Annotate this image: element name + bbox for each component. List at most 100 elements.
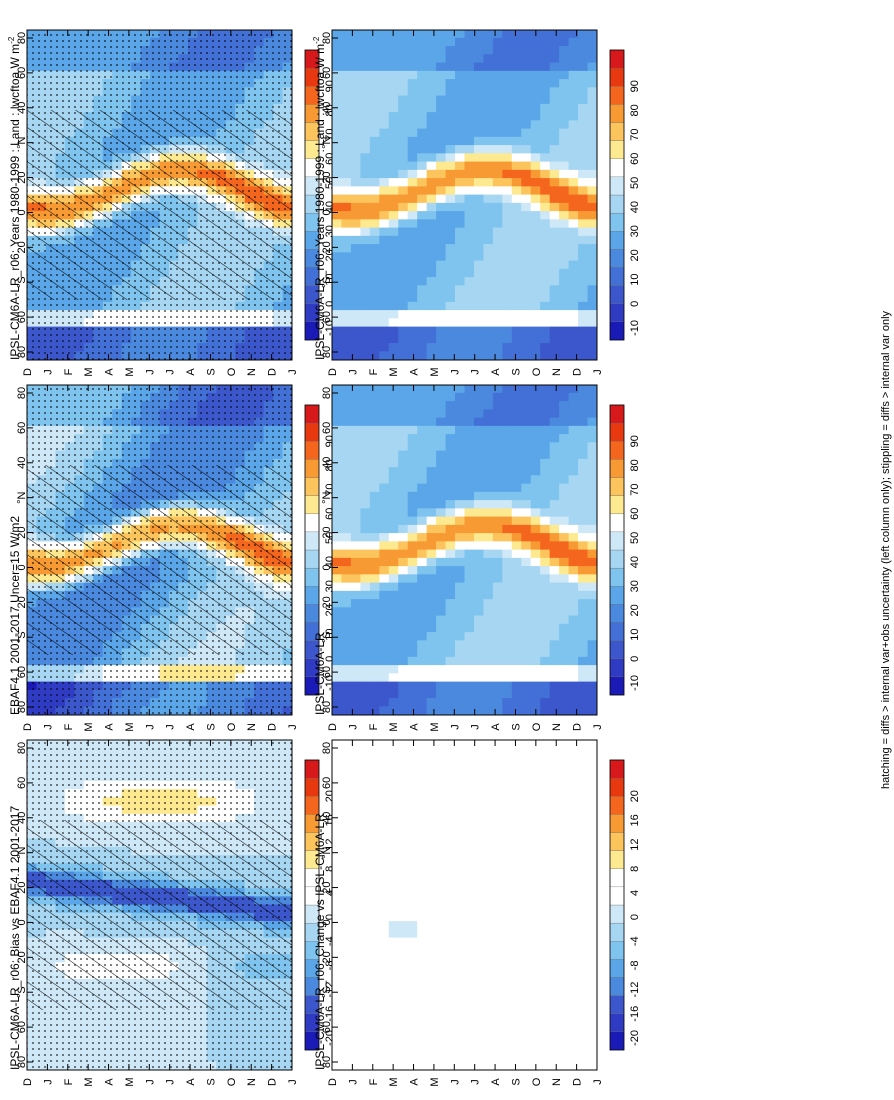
heatmap-cell <box>464 450 475 460</box>
heatmap-cell <box>502 318 513 327</box>
heatmap-cell <box>568 70 579 80</box>
heatmap-cell <box>540 87 551 96</box>
heatmap-cell <box>464 549 475 559</box>
heatmap-cell <box>587 590 598 600</box>
heatmap-cell <box>473 310 484 319</box>
heatmap-cell <box>360 698 371 707</box>
colorbar-swatch <box>609 176 625 196</box>
heatmap-cell <box>360 169 371 179</box>
heatmap-cell <box>436 648 446 658</box>
month-label: M <box>83 367 95 376</box>
heatmap-cell <box>398 54 409 63</box>
heatmap-cell <box>549 458 560 468</box>
heatmap-cell <box>388 54 399 63</box>
heatmap-cell <box>521 293 532 303</box>
heatmap-cell <box>426 293 437 303</box>
heatmap-cell <box>549 128 560 138</box>
heatmap-cell <box>559 301 570 311</box>
heatmap-cell <box>549 615 560 625</box>
heatmap-cell <box>464 62 475 72</box>
heatmap-cell <box>360 161 371 171</box>
heatmap-cell <box>417 186 428 195</box>
heatmap-cell <box>502 656 513 666</box>
heatmap-cell <box>502 541 513 550</box>
heatmap-cell <box>407 566 418 575</box>
heatmap-cell <box>369 343 380 352</box>
heatmap-cell <box>398 607 409 616</box>
heatmap-cell <box>511 607 522 616</box>
heatmap-cell <box>473 128 484 138</box>
heatmap-cell <box>398 87 409 96</box>
heatmap-cell <box>502 706 513 715</box>
heatmap-cell <box>568 623 579 633</box>
heatmap-cell <box>332 186 342 195</box>
heatmap-cell <box>511 227 522 237</box>
heatmap-cell <box>369 648 380 658</box>
heatmap-cell <box>549 549 560 559</box>
heatmap-cell <box>426 70 437 80</box>
heatmap-cell <box>455 475 465 484</box>
heatmap-cell <box>388 252 399 261</box>
heatmap-cell <box>407 318 418 327</box>
heatmap-cell <box>511 401 522 410</box>
heatmap-cell <box>464 301 475 311</box>
heatmap-cell <box>388 409 399 418</box>
heatmap-cell <box>350 409 361 418</box>
heatmap-cell <box>540 409 551 418</box>
heatmap-cell <box>360 37 371 47</box>
heatmap-cell <box>398 475 409 484</box>
heatmap-cell <box>426 689 437 699</box>
heatmap-cell <box>417 103 428 113</box>
heatmap-cell <box>473 491 484 501</box>
heatmap-cell <box>436 632 446 641</box>
heatmap-cell <box>530 169 541 179</box>
month-label: J <box>42 724 54 730</box>
heatmap-cell <box>483 87 494 96</box>
heatmap-cell <box>473 681 484 691</box>
heatmap-cell <box>559 293 570 303</box>
heatmap-cell <box>398 161 409 171</box>
heatmap-cell <box>492 46 503 55</box>
heatmap-cell <box>341 541 352 550</box>
heatmap-cell <box>521 326 532 336</box>
heatmap-cell <box>398 252 409 261</box>
heatmap-cell <box>587 120 598 129</box>
heatmap-cell <box>369 145 380 154</box>
heatmap-cell <box>483 293 494 303</box>
heatmap-cell <box>511 615 522 625</box>
heatmap-cell <box>530 425 541 435</box>
heatmap-cell <box>521 95 532 105</box>
heatmap-cell <box>332 409 342 418</box>
heatmap-cell <box>568 615 579 625</box>
heatmap-cell <box>398 491 409 501</box>
heatmap-cell <box>379 145 390 154</box>
latitude-label: 20 <box>321 171 333 183</box>
heatmap-cell <box>568 549 579 559</box>
heatmap-cell <box>350 343 361 352</box>
heatmap-cell <box>379 29 390 39</box>
heatmap-cell <box>426 665 437 674</box>
heatmap-cell <box>455 590 465 600</box>
heatmap-cell <box>436 318 446 327</box>
heatmap-cell <box>398 483 409 493</box>
heatmap-cell <box>350 178 361 187</box>
heatmap-cell <box>473 508 484 517</box>
heatmap-cell <box>464 227 475 237</box>
heatmap-cell <box>549 285 560 294</box>
heatmap-cell <box>559 112 570 121</box>
title-superscript: -2 <box>312 36 321 44</box>
heatmap-cell <box>483 285 494 294</box>
heatmap-cell <box>407 219 418 228</box>
heatmap-cell <box>483 698 494 707</box>
heatmap-cell <box>483 417 494 427</box>
heatmap-cell <box>578 417 588 427</box>
heatmap-cell <box>388 698 399 707</box>
heatmap-cell <box>559 681 570 691</box>
heatmap-cell <box>464 706 475 715</box>
heatmap-cell <box>455 145 465 154</box>
heatmap-cell <box>445 326 456 336</box>
heatmap-cell <box>379 434 390 443</box>
heatmap-cell <box>464 186 475 195</box>
heatmap-cell <box>511 95 522 105</box>
